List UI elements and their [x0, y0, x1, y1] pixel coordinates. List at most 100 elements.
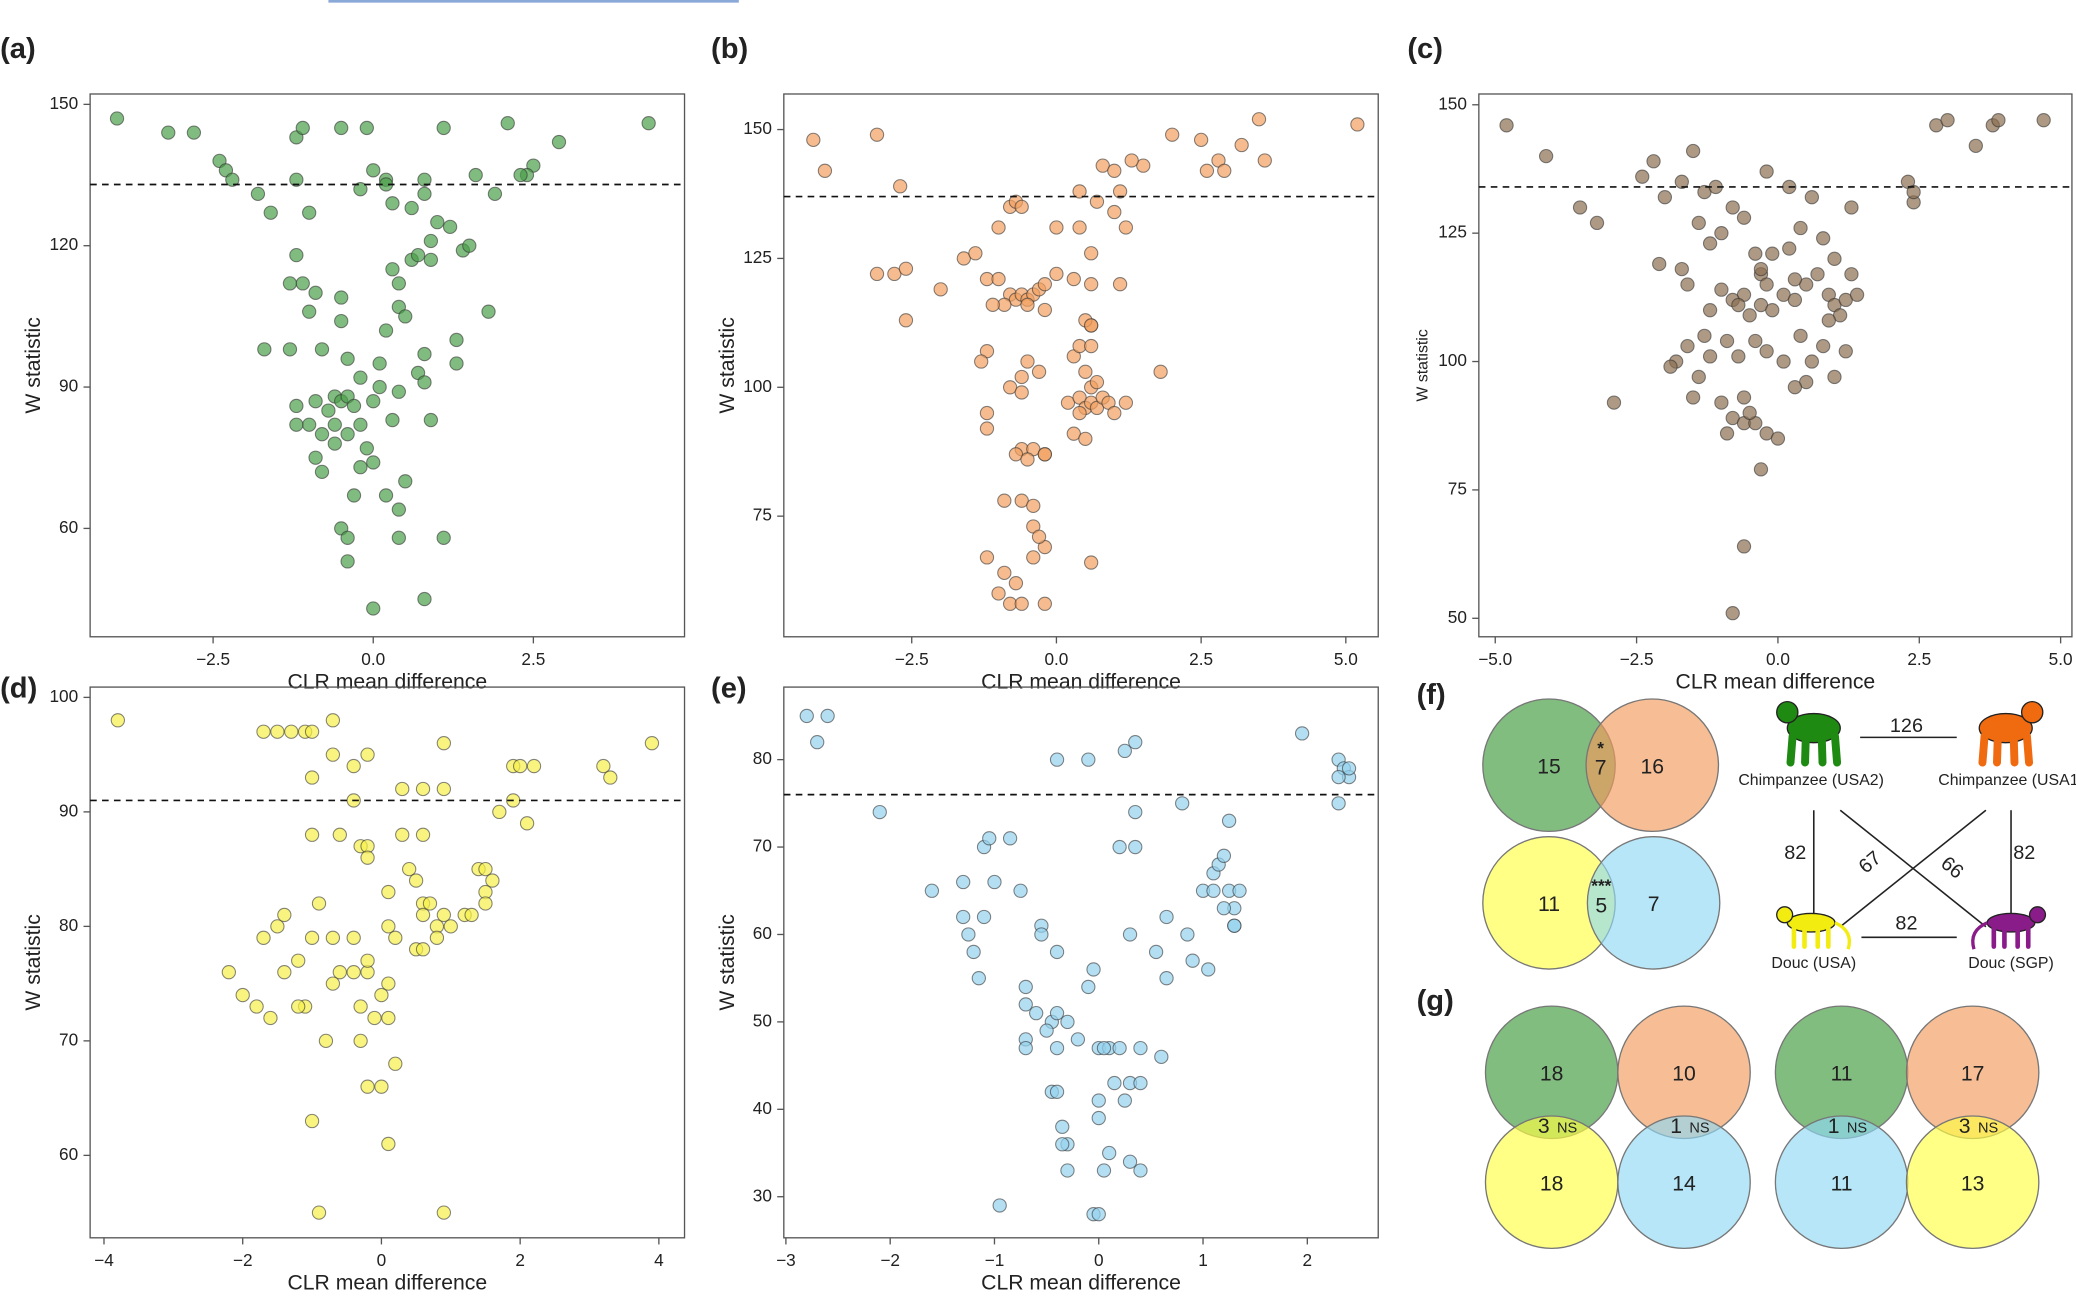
point — [1827, 369, 1842, 385]
point — [1816, 338, 1831, 354]
point — [1008, 447, 1024, 462]
point — [289, 172, 304, 187]
point — [1118, 220, 1134, 235]
point — [1084, 555, 1099, 570]
point — [1031, 529, 1047, 544]
point — [1107, 163, 1122, 178]
y-axis-label: W statistic — [716, 914, 739, 1011]
point — [1014, 596, 1029, 611]
venn-count: 16 — [1640, 755, 1664, 778]
point — [1095, 158, 1110, 173]
x-tick-label: 0.0 — [1766, 649, 1790, 669]
point — [478, 896, 493, 911]
point — [968, 246, 983, 261]
point — [1122, 927, 1138, 942]
point — [933, 282, 948, 297]
point — [1804, 190, 1820, 205]
point — [1026, 550, 1041, 565]
point — [321, 403, 336, 418]
x-tick-label: −2.5 — [196, 649, 230, 669]
point — [395, 827, 410, 842]
point — [346, 965, 361, 980]
point — [289, 247, 304, 263]
point — [304, 770, 320, 785]
point — [1759, 344, 1774, 359]
point — [519, 816, 535, 831]
point — [1702, 236, 1718, 251]
point — [887, 266, 902, 282]
point — [1133, 1040, 1148, 1056]
point — [1685, 390, 1701, 405]
point — [1674, 174, 1689, 189]
point — [1084, 338, 1099, 354]
plot-frame — [1478, 93, 2073, 638]
point — [304, 724, 320, 739]
y-tick-label: 80 — [753, 748, 772, 768]
point — [1018, 997, 1033, 1012]
point — [1117, 743, 1132, 759]
point — [1294, 726, 1310, 741]
point — [1159, 909, 1174, 925]
panel-label: (f) — [1417, 679, 1446, 711]
point — [991, 220, 1006, 235]
point — [1039, 1023, 1054, 1038]
point — [423, 412, 439, 428]
x-tick-label: −2.5 — [895, 649, 929, 669]
icon-head — [2020, 700, 2044, 724]
point — [249, 999, 264, 1014]
point — [1838, 344, 1853, 359]
point — [991, 271, 1006, 287]
point — [1091, 1207, 1106, 1222]
primate-icon — [1776, 700, 1842, 767]
point — [1091, 1093, 1106, 1108]
point — [1014, 385, 1029, 400]
point — [346, 930, 361, 945]
point — [1589, 215, 1605, 231]
point — [1037, 596, 1053, 611]
point — [974, 354, 989, 369]
point — [1112, 277, 1128, 292]
point — [481, 304, 496, 319]
point — [1606, 395, 1622, 410]
point — [1793, 220, 1808, 236]
point — [346, 398, 362, 414]
point — [1013, 883, 1028, 898]
venn-count: 7 — [1648, 893, 1660, 916]
y-tick-label: 90 — [59, 800, 78, 820]
point — [1787, 292, 1803, 308]
point — [976, 909, 992, 925]
point — [1037, 447, 1053, 462]
point — [1072, 405, 1087, 421]
point — [308, 285, 323, 300]
venn-count: 14 — [1672, 1172, 1696, 1195]
point — [359, 441, 374, 456]
point — [325, 713, 341, 728]
point — [385, 262, 400, 277]
point — [1702, 303, 1718, 318]
point — [415, 942, 431, 957]
icon-limb — [1993, 732, 2002, 767]
point — [1020, 297, 1035, 312]
point — [924, 883, 940, 898]
y-tick-label: 50 — [1448, 607, 1467, 627]
point — [325, 747, 341, 762]
point — [1232, 883, 1247, 898]
point — [1827, 251, 1842, 266]
point — [360, 1079, 375, 1094]
venn-count: 17 — [1961, 1063, 1985, 1086]
point — [1674, 261, 1689, 277]
point — [304, 1113, 320, 1129]
point — [1165, 127, 1180, 142]
point — [1685, 143, 1701, 159]
point — [806, 132, 821, 148]
point — [423, 233, 439, 249]
point — [1002, 380, 1018, 395]
venn-shared: 5 — [1595, 894, 1607, 917]
y-tick-label: 40 — [753, 1098, 772, 1118]
y-axis-label: W statistic — [22, 317, 45, 414]
point — [353, 417, 368, 432]
primate-icon — [1978, 700, 2044, 767]
point — [1020, 354, 1035, 369]
point — [186, 125, 202, 140]
